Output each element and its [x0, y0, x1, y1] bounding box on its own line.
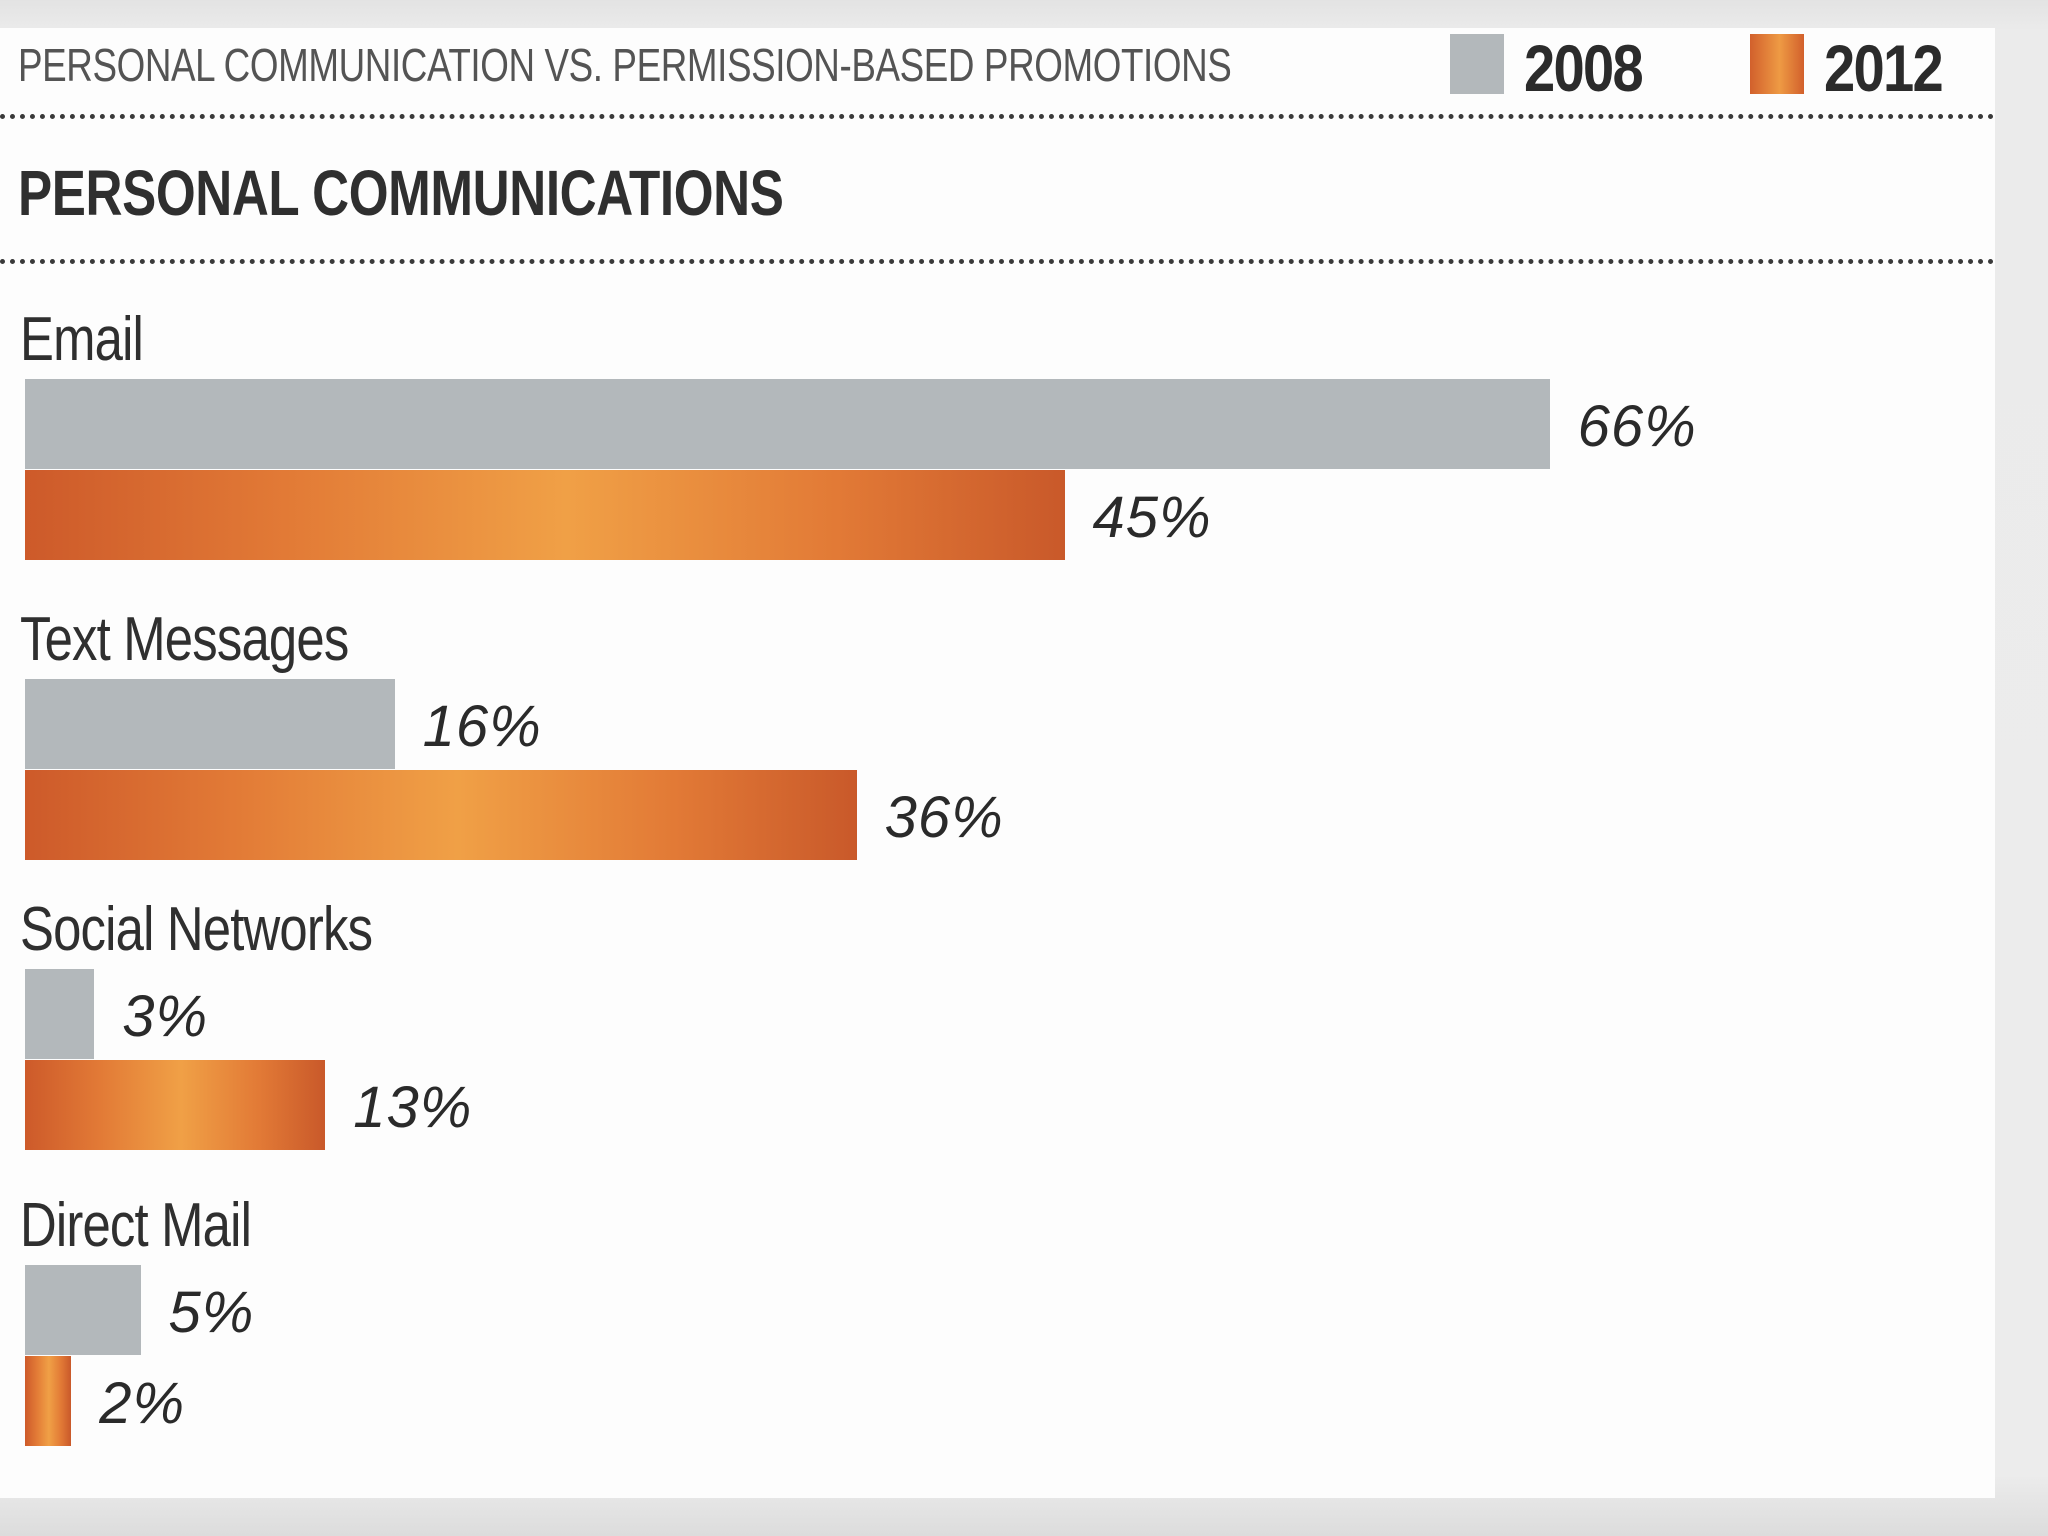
- category-label-text-messages: Text Messages: [20, 605, 349, 674]
- legend-label-2008: 2008: [1524, 31, 1644, 105]
- category-label-email: Email: [20, 305, 144, 374]
- chart-title: PERSONAL COMMUNICATION VS. PERMISSION-BA…: [18, 39, 1232, 91]
- legend-swatch-2008: [1450, 34, 1504, 94]
- legend: 2008 2012: [1450, 31, 1990, 105]
- divider-top: [0, 114, 1995, 119]
- value-label-2012-social-networks: 13%: [353, 1075, 473, 1140]
- legend-label-2012: 2012: [1824, 31, 1944, 105]
- bar-2008-text-messages: [25, 679, 395, 769]
- value-label-2012-email: 45%: [1092, 485, 1212, 550]
- value-label-2008-email: 66%: [1577, 394, 1697, 459]
- category-label-direct-mail: Direct Mail: [20, 1191, 252, 1260]
- value-label-2008-social-networks: 3%: [122, 984, 209, 1049]
- bar-2008-direct-mail: [25, 1265, 141, 1355]
- value-label-2008-text-messages: 16%: [422, 694, 542, 759]
- section-title: PERSONAL COMMUNICATIONS: [18, 157, 784, 229]
- value-label-2012-text-messages: 36%: [884, 785, 1004, 850]
- bar-2012-email: [25, 470, 1065, 560]
- bar-2012-text-messages: [25, 770, 857, 860]
- bar-2012-direct-mail: [25, 1356, 72, 1446]
- bar-2008-email: [25, 379, 1550, 469]
- value-label-2008-direct-mail: 5%: [168, 1280, 255, 1345]
- legend-swatch-2012: [1750, 34, 1804, 94]
- category-label-social-networks: Social Networks: [20, 895, 373, 964]
- bar-2012-social-networks: [25, 1060, 326, 1150]
- bar-2008-social-networks: [25, 969, 95, 1059]
- divider-section: [0, 259, 1995, 264]
- value-label-2012-direct-mail: 2%: [99, 1371, 186, 1436]
- chart-panel: PERSONAL COMMUNICATION VS. PERMISSION-BA…: [0, 28, 1995, 1498]
